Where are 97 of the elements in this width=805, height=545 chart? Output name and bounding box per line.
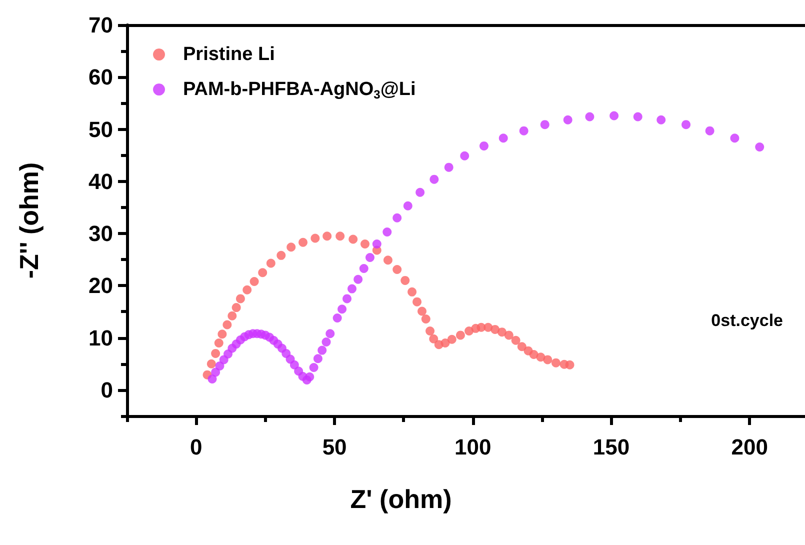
x-tick-label: 150 [592,434,630,460]
point [318,346,327,355]
point [266,258,276,268]
point [348,234,358,244]
point [298,238,308,247]
point [332,313,342,322]
point [490,324,500,334]
point [563,115,572,124]
point [218,330,227,339]
point [222,320,232,330]
point [211,368,220,377]
point [456,330,465,340]
y-tick-label: 0 [100,377,113,402]
point [421,314,430,324]
point [447,334,456,344]
point [322,232,332,241]
point [429,334,438,344]
point [360,239,370,248]
point [228,311,237,320]
point [326,329,335,338]
point [444,162,454,172]
point [418,306,426,316]
point [656,115,666,124]
x-tick-label: 0 [190,434,202,460]
point [310,234,320,243]
point [755,142,764,152]
point [682,120,691,130]
point [232,303,241,312]
point [400,276,410,285]
point [536,352,546,362]
annotation: 0st.cycle [711,311,784,330]
point [543,355,552,364]
point [211,348,220,358]
point [215,361,224,370]
point [498,134,508,143]
point [392,213,402,222]
point [551,358,560,368]
point [290,360,299,370]
x-tick-label: 50 [322,434,347,460]
y-tick-label: 10 [88,325,113,350]
point [479,141,488,150]
point [403,201,412,210]
point [347,284,356,294]
point [208,374,217,384]
y-tick-label: 40 [88,168,113,194]
y-tick-label: 20 [88,273,113,298]
point [236,294,245,304]
point [585,112,594,122]
y-tick-label: 30 [88,221,113,246]
point [250,277,259,286]
x-axis-title: Z' (ohm) [350,484,452,514]
y-tick-label: 60 [88,64,113,90]
point [342,294,352,304]
point [365,253,374,262]
point [309,363,318,372]
point [372,239,382,248]
point [359,264,368,273]
point [258,268,268,278]
point [540,120,550,130]
x-tick-label: 200 [731,434,768,460]
point [426,326,435,336]
point [460,151,470,160]
point [383,256,392,265]
point [354,274,363,284]
point [242,285,252,294]
point [705,126,714,136]
point [730,134,740,143]
point [416,188,425,197]
point [610,111,619,120]
y-axis-title: -Z'' (ohm) [14,162,44,279]
point [430,174,439,184]
point [633,112,642,122]
point [519,126,528,136]
point [322,337,331,346]
x-tick-label: 100 [454,434,492,460]
point [511,336,520,345]
point [440,338,450,348]
point [497,328,506,337]
point [504,330,514,340]
y-tick-label: 50 [88,116,113,142]
point [336,232,345,241]
point [214,338,224,348]
point [484,322,493,332]
point [206,359,216,368]
point [392,265,402,274]
point [408,287,417,296]
legend-label: Pristine Li [183,44,275,65]
point [313,354,322,364]
y-tick-label: 70 [88,12,113,38]
point [338,304,347,314]
point [412,297,422,306]
point [565,360,574,370]
point [276,250,286,260]
point [382,227,392,236]
point [305,372,314,382]
point [286,242,296,252]
point [517,342,526,352]
